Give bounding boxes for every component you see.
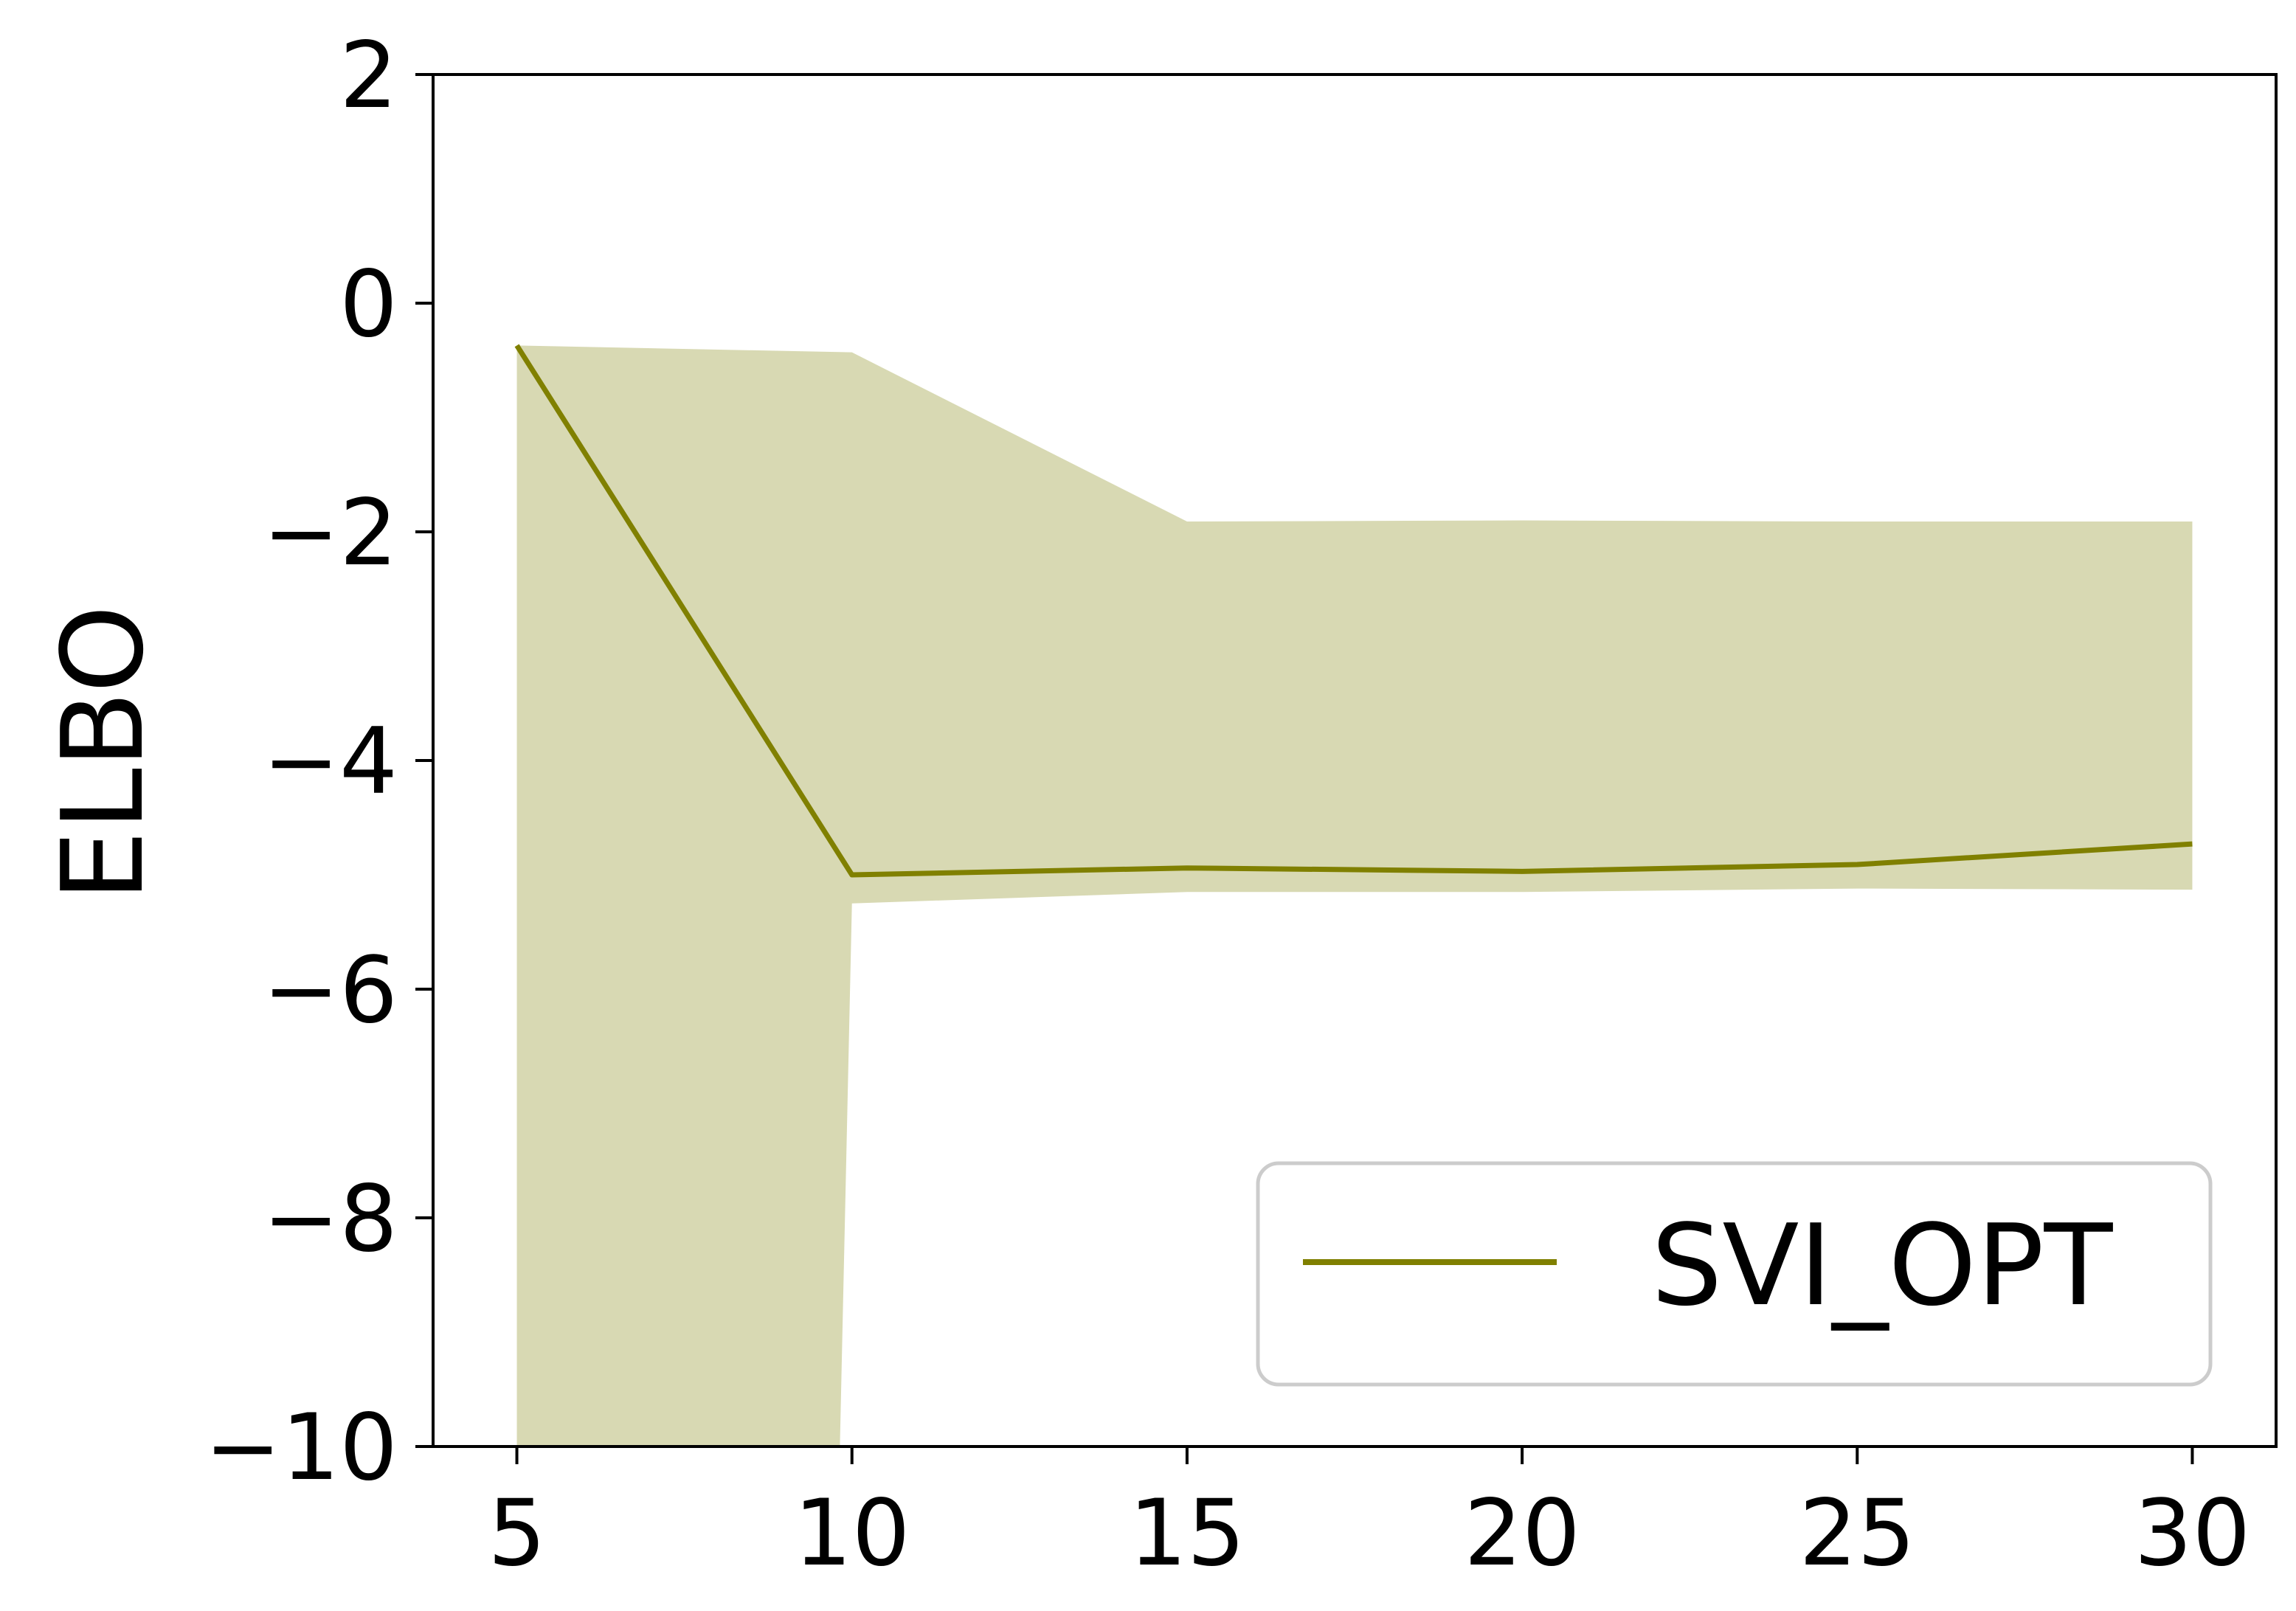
y-tick-label--6: −6	[263, 938, 398, 1044]
plot-area	[514, 344, 2193, 1447]
svi-opt-series-line	[514, 344, 2193, 878]
x-tick-label-15: 15	[1129, 1480, 1245, 1587]
y-tick-label--4: −4	[263, 709, 398, 815]
svi-opt-confidence-band	[516, 345, 2193, 1447]
legend-label-svi-opt: SVI_OPT	[1651, 1200, 2114, 1331]
y-axis-label: ELBO	[38, 605, 168, 901]
x-tick-label-5: 5	[488, 1480, 546, 1587]
x-tick-label-25: 25	[1799, 1480, 1915, 1587]
y-tick-label--8: −8	[263, 1166, 398, 1272]
y-tick-label-2: 2	[339, 23, 398, 129]
y-tick-label--2: −2	[263, 480, 398, 586]
x-tick-label-10: 10	[794, 1480, 910, 1587]
x-tick-label-20: 20	[1464, 1480, 1580, 1587]
x-tick-label-30: 30	[2134, 1480, 2251, 1587]
legend: SVI_OPT	[1256, 1161, 2213, 1387]
legend-box	[1256, 1161, 2213, 1387]
y-tick-label--10: −10	[204, 1395, 398, 1501]
y-tick-label-0: 0	[339, 252, 398, 358]
